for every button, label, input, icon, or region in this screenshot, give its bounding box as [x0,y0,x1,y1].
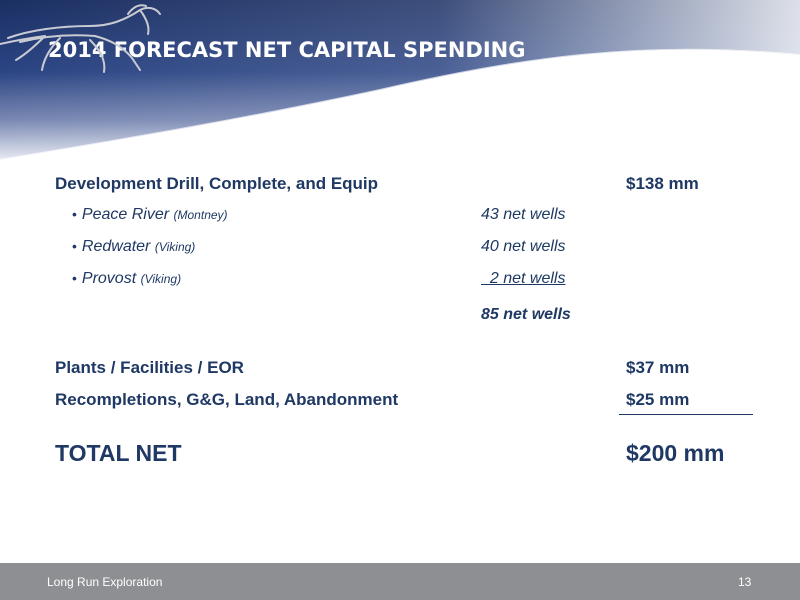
formation-name: (Viking) [140,272,182,286]
recompletions-amount: $25 mm [626,390,690,409]
subtotal-rule [619,414,753,415]
area-redwater: • Redwater (Viking) [72,238,195,256]
plants-amount: $37 mm [626,358,690,377]
page-title: 2014 FORECAST NET CAPITAL SPENDING [48,38,526,62]
formation-name: (Viking) [154,240,196,254]
area-name: Peace River [81,206,170,223]
formation-name: (Montney) [173,208,228,222]
footer-bar: Long Run Exploration 13 [0,563,800,600]
area-provost: • Provost (Viking) [72,270,181,288]
running-horse-logo-icon [0,4,161,73]
wells-provost: 2 net wells [481,270,566,287]
bullet-marker: • [72,206,77,222]
total-net-amount: $200 mm [626,440,725,466]
page-number: 13 [738,575,752,589]
bullet-marker: • [72,270,77,286]
area-name: Redwater [81,238,151,255]
wells-peace-river: 43 net wells [481,206,566,223]
total-net-label: TOTAL NET [55,440,182,466]
development-label: Development Drill, Complete, and Equip [55,174,379,193]
total-wells: 85 net wells [481,306,571,323]
development-amount: $138 mm [626,174,699,193]
area-name: Provost [81,270,137,287]
company-name: Long Run Exploration [47,575,163,589]
wells-redwater: 40 net wells [481,238,566,255]
header-band: 2014 FORECAST NET CAPITAL SPENDING [0,0,800,170]
spending-table: Development Drill, Complete, and Equip $… [55,174,753,466]
header-swoosh [0,0,800,161]
recompletions-label: Recompletions, G&G, Land, Abandonment [55,390,399,409]
area-peace-river: • Peace River (Montney) [72,206,228,224]
plants-label: Plants / Facilities / EOR [55,358,244,377]
bullet-marker: • [72,238,77,254]
